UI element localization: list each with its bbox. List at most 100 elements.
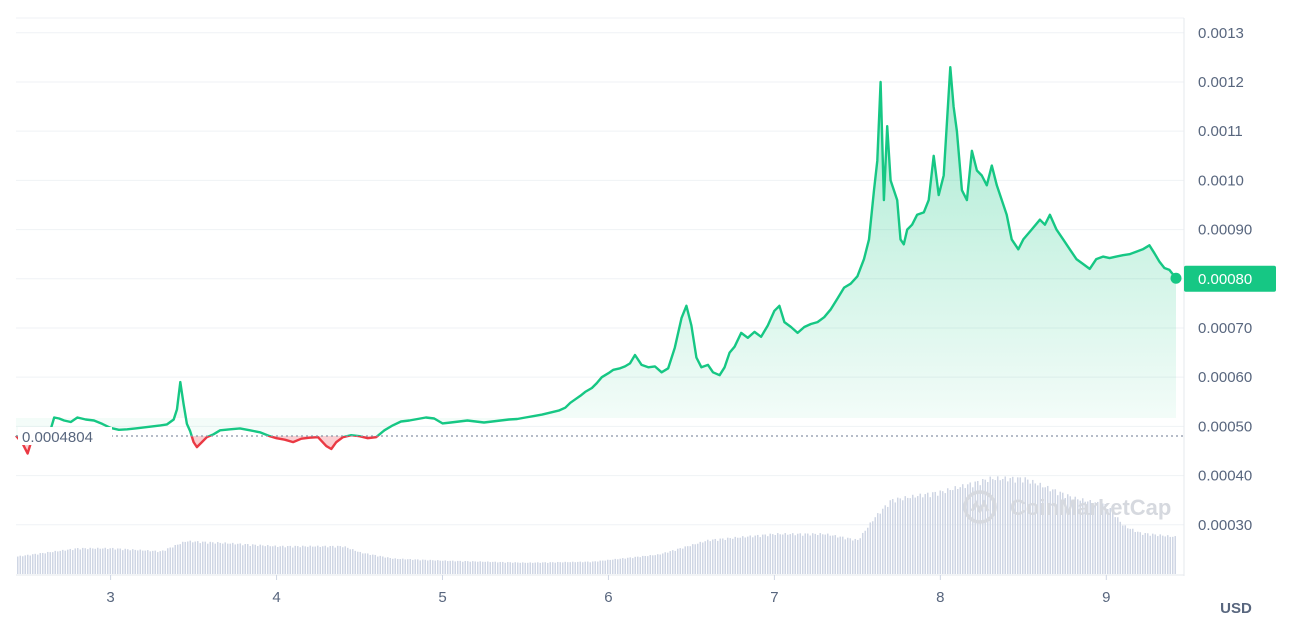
volume-bar bbox=[689, 546, 691, 574]
volume-bar bbox=[152, 550, 154, 574]
volume-bar bbox=[559, 562, 561, 574]
volume-bar bbox=[734, 536, 736, 574]
volume-bar bbox=[257, 546, 259, 574]
volume-bar bbox=[1129, 528, 1131, 574]
volume-bar bbox=[1054, 489, 1056, 574]
volume-bar bbox=[977, 480, 979, 574]
volume-bar bbox=[1159, 534, 1161, 574]
volume-bar bbox=[632, 558, 634, 574]
volume-bar bbox=[814, 533, 816, 574]
y-tick-label: 0.0012 bbox=[1198, 74, 1244, 91]
watermark: CoinMarketCap bbox=[963, 490, 1171, 524]
volume-bar bbox=[92, 548, 94, 574]
volume-bar bbox=[879, 513, 881, 574]
volume-bar bbox=[682, 548, 684, 574]
volume-bar bbox=[32, 554, 34, 574]
volume-bar bbox=[392, 558, 394, 574]
volume-bar bbox=[957, 488, 959, 574]
volume-bar bbox=[42, 552, 44, 574]
volume-bar bbox=[1009, 478, 1011, 574]
volume-bar bbox=[277, 546, 279, 574]
volume-bar bbox=[99, 548, 101, 574]
currency-label: USD bbox=[1220, 600, 1252, 617]
volume-bar bbox=[824, 534, 826, 574]
volume-bar bbox=[129, 550, 131, 574]
volume-bar bbox=[364, 553, 366, 574]
volume-bar bbox=[139, 549, 141, 574]
volume-bar bbox=[414, 559, 416, 574]
volume-bar bbox=[119, 548, 121, 574]
volume-bar bbox=[664, 552, 666, 574]
volume-bar bbox=[659, 554, 661, 574]
volume-bar bbox=[197, 541, 199, 574]
volume-bar bbox=[604, 560, 606, 574]
volume-bar bbox=[282, 545, 284, 574]
volume-bar bbox=[427, 560, 429, 574]
volume-bar bbox=[399, 559, 401, 574]
volume-bar bbox=[292, 547, 294, 574]
volume-bar bbox=[489, 562, 491, 574]
volume-bar bbox=[717, 540, 719, 574]
volume-bar bbox=[529, 562, 531, 574]
volume-bar bbox=[1122, 525, 1124, 574]
volume-bar bbox=[687, 546, 689, 574]
volume-bar bbox=[937, 495, 939, 574]
volume-bar bbox=[649, 555, 651, 574]
volume-bar bbox=[547, 562, 549, 574]
volume-bar bbox=[759, 537, 761, 574]
volume-bar bbox=[502, 561, 504, 574]
volume-bar bbox=[509, 562, 511, 574]
volume-bar bbox=[154, 550, 156, 574]
volume-bar bbox=[1174, 536, 1176, 574]
volume-bar bbox=[229, 543, 231, 574]
volume-bar bbox=[177, 544, 179, 574]
volume-bar bbox=[189, 540, 191, 574]
volume-bar bbox=[157, 552, 159, 574]
volume-bar bbox=[1067, 494, 1069, 574]
volume-bar bbox=[859, 538, 861, 574]
volume-bar bbox=[334, 547, 336, 574]
volume-bar bbox=[84, 548, 86, 574]
volume-bar bbox=[702, 542, 704, 574]
volume-bar bbox=[829, 535, 831, 574]
volume-bar bbox=[809, 535, 811, 574]
volume-bar bbox=[1022, 482, 1024, 574]
volume-bar bbox=[944, 493, 946, 574]
volume-bar bbox=[744, 537, 746, 574]
volume-bar bbox=[707, 539, 709, 574]
volume-bar bbox=[522, 562, 524, 574]
volume-bar bbox=[962, 484, 964, 574]
volume-bar bbox=[622, 558, 624, 574]
volume-bar bbox=[952, 490, 954, 574]
volume-bar bbox=[1164, 536, 1166, 574]
volume-bar bbox=[329, 546, 331, 574]
volume-bar bbox=[569, 562, 571, 574]
volume-bar bbox=[1119, 521, 1121, 574]
volume-bar bbox=[109, 548, 111, 574]
volume-bar bbox=[1127, 528, 1129, 574]
volume-bar bbox=[1052, 489, 1054, 574]
volume-bar bbox=[994, 480, 996, 574]
volume-bar bbox=[839, 536, 841, 574]
volume-bar bbox=[262, 545, 264, 574]
volume-bar bbox=[902, 500, 904, 574]
volume-bar bbox=[582, 562, 584, 574]
volume-bar bbox=[69, 548, 71, 574]
volume-bar bbox=[17, 556, 19, 574]
volume-bar bbox=[309, 545, 311, 574]
volume-bar bbox=[192, 542, 194, 574]
volume-bar bbox=[402, 558, 404, 574]
volume-bar bbox=[377, 556, 379, 574]
volume-bar bbox=[909, 498, 911, 574]
volume-bar bbox=[899, 498, 901, 574]
volume-bar bbox=[969, 482, 971, 574]
price-area-fill-up bbox=[16, 67, 1176, 437]
volume-bar bbox=[457, 560, 459, 574]
volume-bar bbox=[544, 562, 546, 574]
volume-bar bbox=[642, 555, 644, 574]
volume-bar bbox=[742, 536, 744, 574]
volume-bar bbox=[722, 538, 724, 574]
volume-bar bbox=[784, 533, 786, 574]
volume-bar bbox=[342, 547, 344, 574]
volume-bar bbox=[769, 533, 771, 574]
